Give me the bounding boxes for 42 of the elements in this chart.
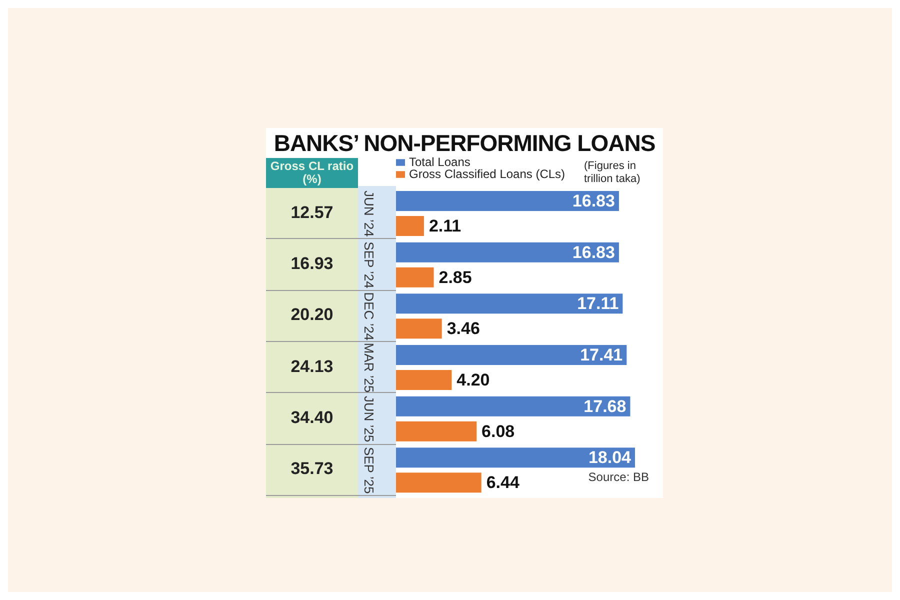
data-label: 2.85: [438, 268, 472, 287]
data-label: 6.08: [482, 422, 515, 441]
legend-label: Total Loans: [409, 155, 470, 169]
text: 24.13: [290, 356, 334, 377]
data-label: 18.04: [588, 448, 632, 468]
data-label: 4.20: [456, 370, 490, 390]
bar: [396, 318, 442, 339]
data-label: 17.41: [580, 346, 623, 364]
y-tick-label: JUN ’25: [362, 396, 376, 442]
annotation: Source: BB: [588, 470, 649, 484]
text: 34.40: [290, 408, 334, 428]
text: (Figures in trillion taka): [584, 160, 642, 186]
text: 35.73: [290, 459, 334, 480]
bar: [396, 370, 452, 390]
bar: [396, 396, 630, 416]
y-tick-label: DEC ’24: [362, 292, 376, 341]
data-label: 16.83: [572, 242, 615, 262]
bar: [396, 242, 619, 262]
table-header-box: Gross CL ratio (%): [266, 158, 358, 188]
bar: [396, 472, 482, 493]
y-tick-label: JUN ’24: [362, 190, 376, 237]
data-label: 6.44: [486, 473, 520, 492]
data-label: 17.68: [584, 396, 626, 416]
text: 16.93: [290, 254, 334, 274]
data-label: 17.11: [577, 294, 619, 314]
bar: [396, 345, 627, 365]
y-tick-label: SEP ’24: [362, 242, 376, 288]
data-label: 2.11: [428, 216, 462, 236]
bar: [396, 448, 635, 468]
data-label: 3.46: [446, 319, 480, 338]
bar: [396, 191, 619, 211]
y-tick-label: SEP ’25: [362, 446, 376, 494]
data-label: 16.83: [572, 192, 615, 210]
text: 20.20: [290, 305, 334, 326]
legend-label: Gross Classified Loans (CLs): [409, 167, 566, 181]
text: 12.57: [290, 202, 334, 223]
bar: [396, 267, 434, 288]
chart-title: BANKS’ NON-PERFORMING LOANS: [272, 130, 656, 157]
y-tick-label: MAR ’25: [362, 342, 376, 393]
bar: [396, 294, 623, 314]
bar: [396, 216, 424, 236]
bar: [396, 421, 477, 442]
